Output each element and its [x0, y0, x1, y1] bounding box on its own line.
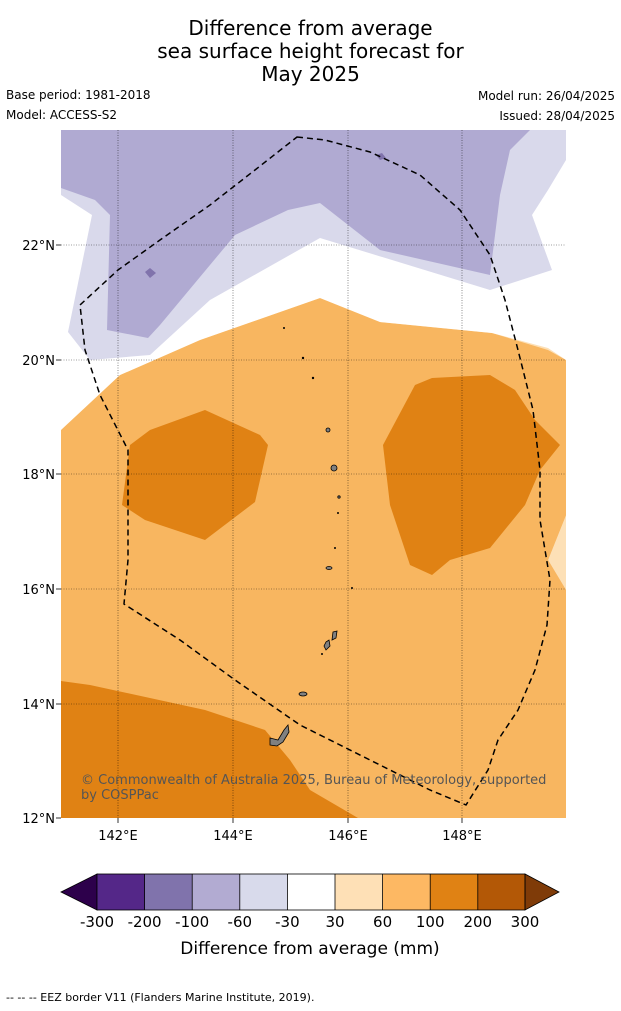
- colorbar-arrow-max: [524, 873, 560, 911]
- anomaly-band-0-30-east: [548, 515, 566, 590]
- lat-tick-16N: 16°N: [22, 583, 55, 598]
- lon-tick-148E: 148°E: [442, 829, 482, 844]
- colorbar-swatch-9: [477, 874, 526, 910]
- title-line-3: May 2025: [261, 62, 360, 86]
- anatahan-island: [325, 566, 333, 570]
- colorbar-swatch-3: [192, 874, 240, 910]
- title-line-2: sea surface height forecast for: [157, 39, 464, 63]
- colorbar-label-300: 300: [511, 913, 540, 931]
- lat-tick-12N: 12°N: [22, 812, 55, 827]
- title-line-1: Difference from average: [188, 16, 433, 40]
- colorbar-label-neg200: -200: [128, 913, 162, 931]
- anomaly-band-100-200-east: [383, 375, 560, 575]
- eez-legend: -- -- -- EEZ border V11 (Flanders Marine…: [6, 991, 315, 1004]
- guam-island: [269, 724, 290, 747]
- tinian-island: [323, 639, 331, 651]
- anomaly-spot-north: [376, 153, 386, 160]
- colorbar-title: Difference from average (mm): [180, 939, 439, 959]
- rota-island: [298, 691, 308, 697]
- colorbar-label-30: 30: [325, 913, 344, 931]
- lon-tick-146E: 146°E: [328, 829, 368, 844]
- colorbar-arrow-min: [60, 873, 98, 911]
- map-figure: © Commonwealth of Australia 2025, Bureau…: [22, 130, 566, 959]
- islands: [269, 326, 353, 747]
- colorbar-label-neg300: -300: [80, 913, 114, 931]
- colorbar-swatch-8: [430, 874, 478, 910]
- lat-tick-22N: 22°N: [22, 239, 55, 254]
- colorbar-label-neg60: -60: [228, 913, 253, 931]
- islet-4: [336, 512, 339, 515]
- colorbar-swatch-6: [335, 874, 383, 910]
- base-period: Base period: 1981-2018: [6, 88, 151, 102]
- colorbar-swatch-5: [287, 874, 335, 910]
- pagan-island: [330, 464, 338, 472]
- map-plot-area: © Commonwealth of Australia 2025, Bureau…: [61, 130, 566, 818]
- copyright-line-2: by COSPPac: [81, 788, 159, 803]
- colorbar-label-neg30: -30: [275, 913, 300, 931]
- colorbar-label-neg100: -100: [175, 913, 209, 931]
- anomaly-band-100-200-west: [122, 410, 268, 540]
- gridlines: [61, 130, 566, 818]
- colorbar: -300 -200 -100 -60 -30 30 60 100 200 300…: [60, 873, 560, 959]
- lon-tick-144E: 144°E: [213, 829, 253, 844]
- saipan-island: [331, 630, 338, 641]
- islet-5: [333, 547, 336, 550]
- colorbar-swatch-2: [144, 874, 193, 910]
- anomaly-band-neg100-neg60: [61, 130, 530, 338]
- islet-3: [282, 326, 285, 329]
- lat-tick-14N: 14°N: [22, 698, 55, 713]
- lat-tick-20N: 20°N: [22, 354, 55, 369]
- issued-date: Issued: 28/04/2025: [499, 109, 615, 123]
- islet-6: [350, 587, 353, 590]
- colorbar-swatch-7: [382, 874, 431, 910]
- lon-axis: 142°E 144°E 146°E 148°E: [98, 818, 482, 844]
- eez-border: [79, 136, 551, 806]
- lat-tick-18N: 18°N: [22, 468, 55, 483]
- islet-7: [320, 653, 323, 656]
- islet-1: [301, 356, 305, 360]
- lon-tick-142E: 142°E: [98, 829, 138, 844]
- colorbar-swatch-1: [97, 874, 145, 910]
- agrihan-island: [325, 427, 331, 433]
- anomaly-spot-west: [145, 268, 156, 278]
- colorbar-label-60: 60: [373, 913, 392, 931]
- alamagan-island: [337, 495, 341, 499]
- lat-axis: 22°N 20°N 18°N 16°N 14°N 12°N: [22, 239, 61, 827]
- copyright-line-1: © Commonwealth of Australia 2025, Bureau…: [81, 773, 546, 788]
- anomaly-band-100-200-south: [61, 681, 358, 818]
- model-run: Model run: 26/04/2025: [477, 89, 615, 103]
- model-name: Model: ACCESS-S2: [6, 108, 118, 122]
- colorbar-swatch-4: [239, 874, 288, 910]
- colorbar-label-200: 200: [463, 913, 492, 931]
- islet-2: [311, 376, 315, 380]
- colorbar-label-100: 100: [416, 913, 445, 931]
